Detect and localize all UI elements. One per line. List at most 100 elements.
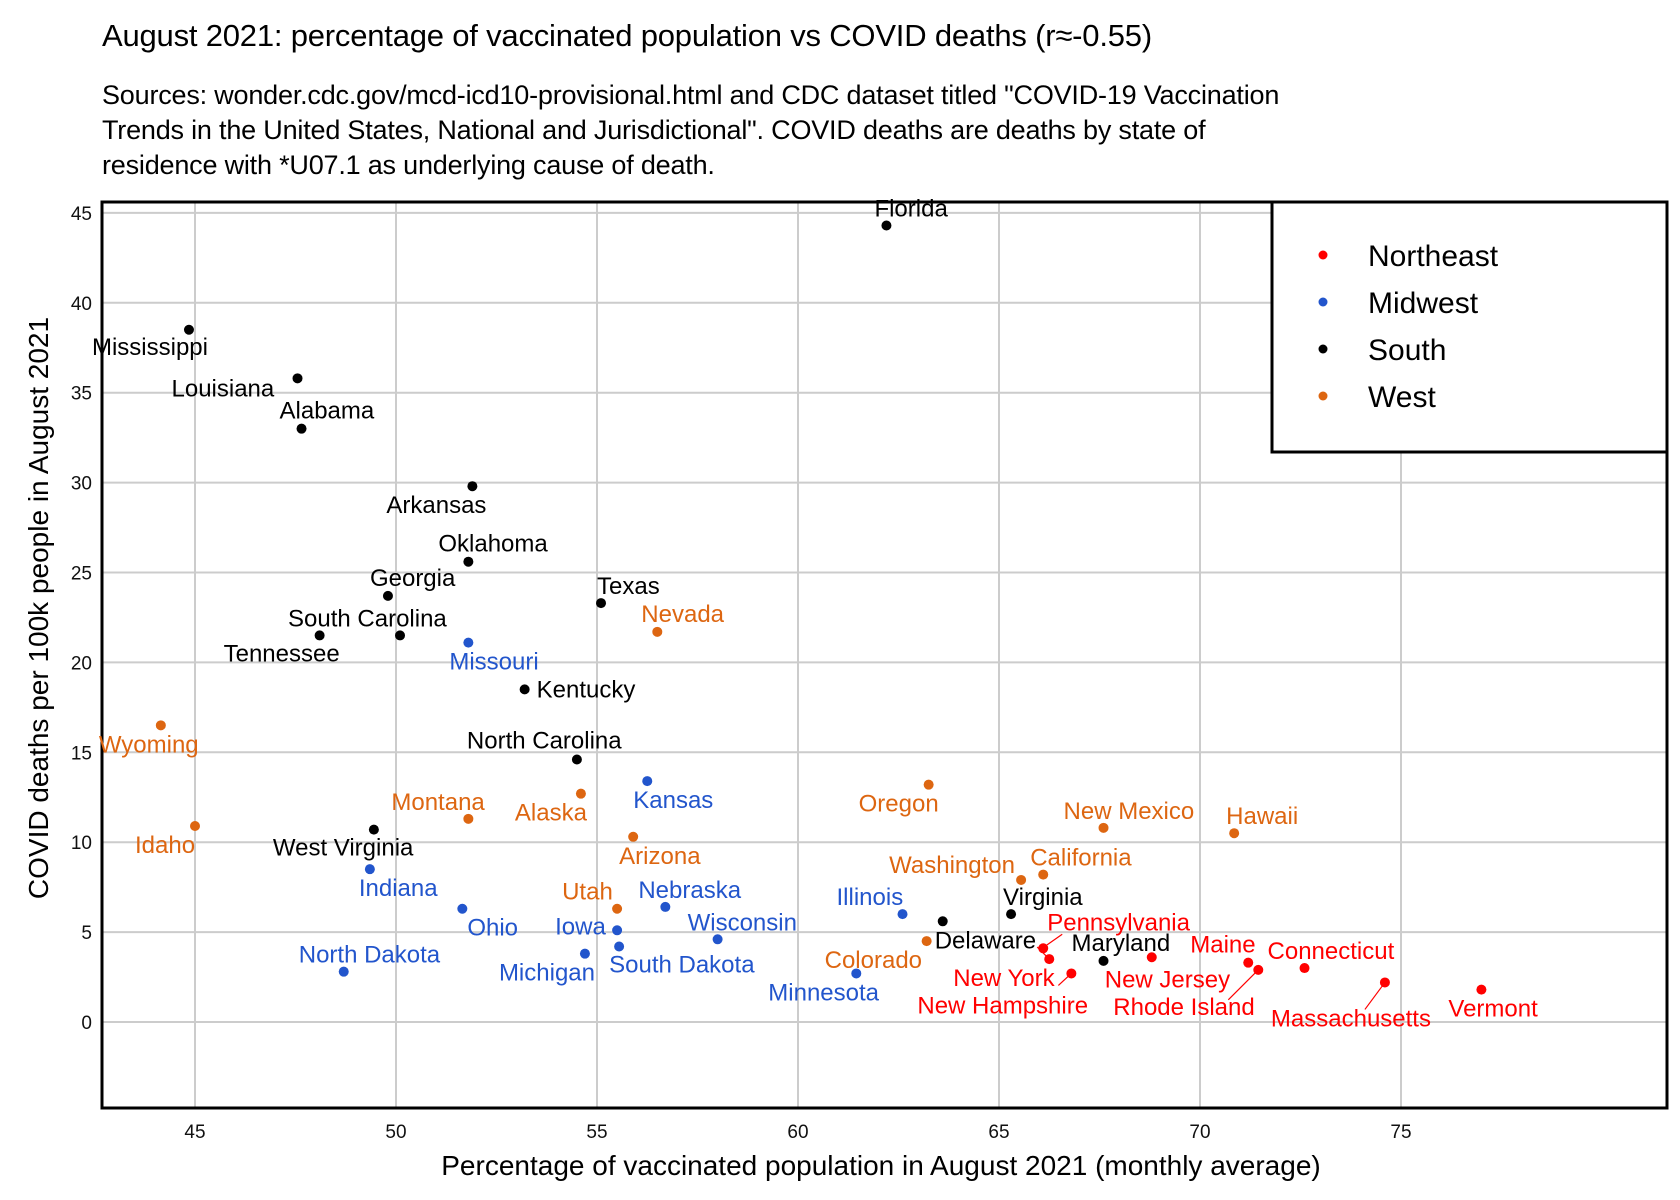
point-label: Rhode Island [1113,994,1254,1021]
legend-label: South [1368,334,1446,367]
point-label: Nevada [641,601,724,628]
point-label: Missouri [449,649,538,676]
chart-subtitle: Sources: wonder.cdc.gov/mcd-icd10-provis… [102,80,1280,180]
y-tick-label: 20 [71,653,92,674]
point-label: Nebraska [638,877,741,904]
point-label: Kentucky [537,676,636,703]
x-tick-label: 75 [1390,1122,1411,1143]
point-label: Florida [874,195,948,222]
data-point [612,903,623,914]
point-label: New York [953,965,1055,992]
data-point [183,324,194,335]
data-point [463,556,474,567]
point-label: Connecticut [1268,938,1395,965]
point-label: Texas [597,573,660,600]
data-point [368,824,379,835]
point-label: New Mexico [1064,798,1195,825]
data-point [296,423,307,434]
point-label: Arkansas [386,492,486,519]
data-point [1299,963,1310,974]
point-label: Tennessee [224,640,340,667]
point-label: Virginia [1003,884,1083,911]
y-tick-label: 40 [71,294,92,315]
legend-label: West [1368,381,1436,414]
data-point [660,901,671,912]
data-point [382,590,393,601]
data-point [457,903,468,914]
data-point [1379,977,1390,988]
data-point [1066,968,1077,979]
legend-box [1270,200,1669,454]
x-tick-label: 45 [184,1122,205,1143]
point-label: Louisiana [172,375,275,402]
legend-marker [1318,391,1328,401]
point-label: Arizona [619,843,701,870]
data-point [1229,828,1240,839]
data-point [1016,874,1027,885]
chart-title: August 2021: percentage of vaccinated po… [102,18,1152,53]
point-label: Vermont [1448,996,1538,1023]
data-point [1038,943,1049,954]
data-point [712,934,723,945]
point-label: Alaska [515,800,588,827]
data-point [1243,957,1254,968]
y-axis-title: COVID deaths per 100k people in August 2… [23,317,54,899]
point-label: West Virginia [273,835,414,862]
data-point [1098,955,1109,966]
data-point [596,598,607,609]
y-tick-label: 5 [81,923,92,944]
data-point [519,684,530,695]
point-label: Delaware [935,927,1036,954]
data-point [614,941,625,952]
data-point [314,630,325,641]
y-tick-label: 0 [81,1013,92,1034]
legend-marker [1318,250,1328,260]
point-label: California [1030,845,1132,872]
point-label: South Dakota [609,951,755,978]
point-label: Maine [1190,932,1255,959]
x-tick-label: 70 [1189,1122,1210,1143]
data-point [642,776,653,787]
x-axis-title: Percentage of vaccinated population in A… [441,1150,1320,1181]
data-point [628,831,639,842]
y-tick-label: 45 [71,204,92,225]
point-label: Washington [889,852,1015,879]
point-label: Montana [391,789,485,816]
data-point [1098,822,1109,833]
data-point [881,220,892,231]
y-tick-label: 25 [71,564,92,585]
point-label: North Carolina [467,727,622,754]
x-tick-label: 65 [988,1122,1009,1143]
data-point [571,754,582,765]
point-label: Pennsylvania [1047,909,1190,936]
legend-label: Midwest [1368,287,1479,320]
point-label: Hawaii [1226,803,1298,830]
plot-border [100,200,1669,1110]
x-tick-label: 60 [787,1122,808,1143]
point-label: Indiana [359,875,438,902]
data-point [1044,954,1055,965]
y-tick-label: 30 [71,474,92,495]
data-point [395,630,406,641]
data-point [155,720,166,731]
point-label: New Hampshire [917,992,1088,1019]
y-tick-label: 35 [71,384,92,405]
leader-line [1364,982,1386,1010]
data-point [652,626,663,637]
axes: 45 50 55 60 65 70 75 0 5 10 15 20 25 30 35 40 45 [71,200,1669,1143]
data-point [1038,869,1049,880]
data-point [463,637,474,648]
point-label: Mississippi [92,334,208,361]
legend-marker [1318,297,1328,307]
data-point [190,821,200,832]
point-label: New Jersey [1105,966,1230,993]
point-label: Idaho [135,832,195,859]
point-label: Utah [562,879,613,906]
point-label: Alabama [280,398,375,425]
point-label: Michigan [499,960,595,987]
point-label: Illinois [837,884,904,911]
data-points [155,220,1487,995]
data-point [292,373,303,384]
